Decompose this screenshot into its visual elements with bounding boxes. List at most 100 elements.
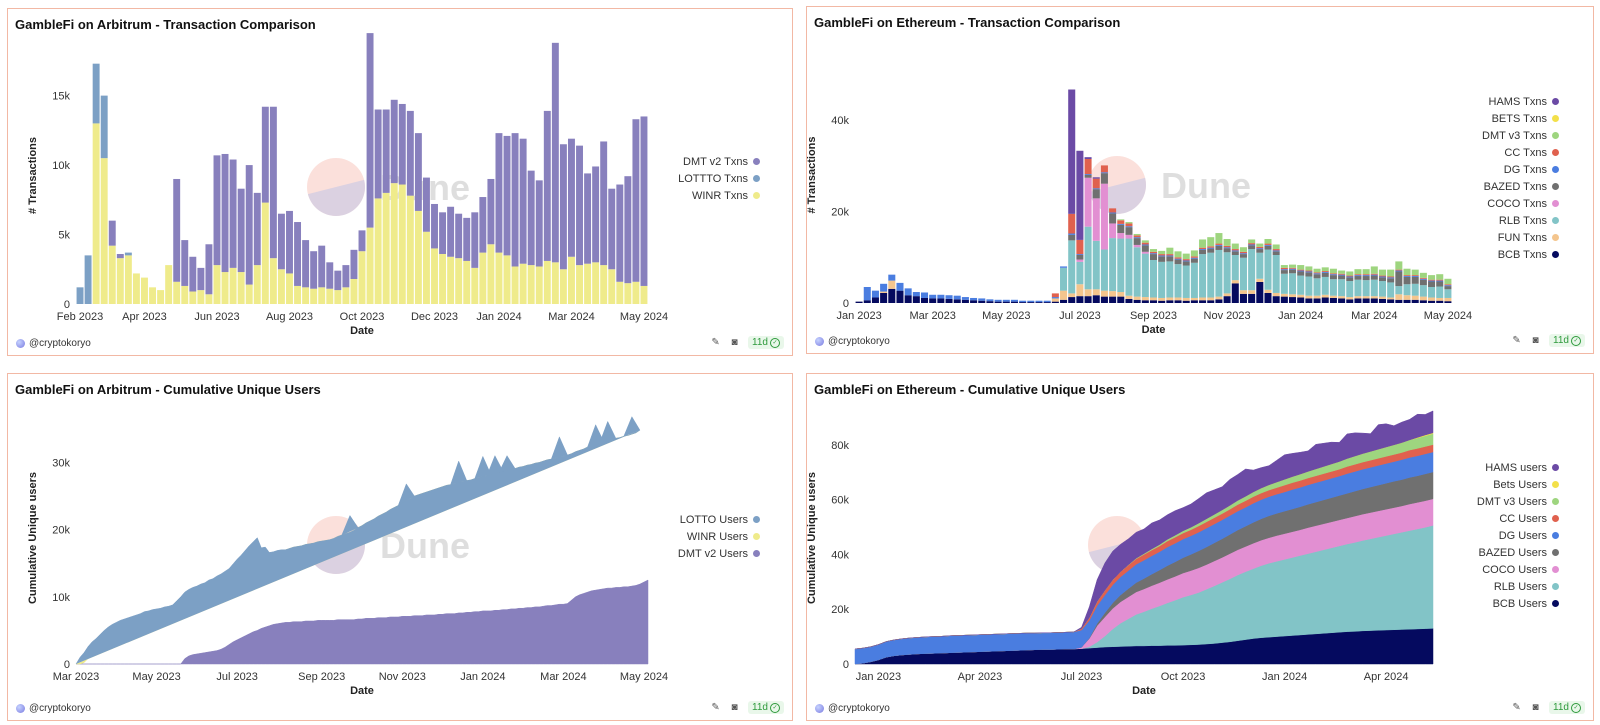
- legend-item[interactable]: WINR Users: [628, 528, 760, 545]
- bar: [1264, 292, 1272, 303]
- bar: [1444, 284, 1452, 286]
- camera-icon[interactable]: ◙: [731, 337, 738, 348]
- author-credit[interactable]: @cryptokoryo: [16, 703, 91, 714]
- legend-item[interactable]: CC Users: [1427, 510, 1559, 527]
- bar: [1125, 238, 1133, 296]
- bar: [1231, 243, 1239, 250]
- bar: [871, 297, 879, 303]
- legend-item[interactable]: BCB Txns: [1427, 246, 1559, 263]
- bar: [535, 180, 543, 267]
- bar: [92, 63, 100, 124]
- bar: [1149, 297, 1158, 301]
- refresh-badge[interactable]: 11d ✓: [1549, 701, 1585, 714]
- author-credit[interactable]: @cryptokoryo: [815, 336, 890, 347]
- bar: [937, 298, 945, 303]
- bar: [302, 240, 310, 288]
- bar: [1199, 300, 1207, 303]
- area-spike: [587, 424, 605, 448]
- legend-item[interactable]: CC Txns: [1427, 144, 1559, 161]
- legend-item[interactable]: RLB Users: [1427, 578, 1559, 595]
- bar: [245, 284, 253, 304]
- bar: [302, 287, 310, 304]
- refresh-badge[interactable]: 11d ✓: [748, 336, 784, 349]
- legend-item[interactable]: Bets Users: [1427, 476, 1559, 493]
- bar: [896, 282, 904, 291]
- legend-item[interactable]: RLB Txns: [1427, 212, 1559, 229]
- bar: [511, 266, 519, 304]
- legend-item[interactable]: BETS Txns: [1427, 110, 1559, 127]
- bar: [1403, 284, 1411, 296]
- bar: [1010, 299, 1018, 302]
- area-spike: [450, 460, 468, 485]
- bar: [1239, 251, 1247, 254]
- legend-item[interactable]: BAZED Txns: [1427, 178, 1559, 195]
- author-credit[interactable]: @cryptokoryo: [815, 703, 890, 714]
- bar: [1125, 223, 1133, 227]
- bar: [1084, 175, 1092, 178]
- bar: [896, 290, 904, 303]
- bar: [1280, 293, 1288, 297]
- area-spike: [498, 455, 516, 473]
- legend-item[interactable]: LOTTTO Txns: [628, 170, 760, 187]
- legend-item[interactable]: LOTTO Users: [628, 511, 760, 528]
- bar: [108, 220, 116, 246]
- x-tick-label: Feb 2023: [57, 311, 103, 323]
- pencil-icon[interactable]: ✎: [711, 337, 720, 348]
- bar: [76, 287, 84, 304]
- bar: [1174, 297, 1182, 301]
- legend-item[interactable]: HAMS Txns: [1427, 93, 1559, 110]
- legend-item[interactable]: DG Txns: [1427, 161, 1559, 178]
- legend-item[interactable]: WINR Txns: [628, 187, 760, 204]
- legend-item[interactable]: DG Users: [1427, 527, 1559, 544]
- bar: [1133, 299, 1141, 303]
- refresh-badge[interactable]: 11d ✓: [1549, 334, 1585, 347]
- bar: [1060, 299, 1068, 303]
- legend-item[interactable]: COCO Txns: [1427, 195, 1559, 212]
- camera-icon[interactable]: ◙: [731, 702, 738, 713]
- bar: [880, 291, 888, 293]
- bar: [1436, 281, 1444, 287]
- bar: [1117, 220, 1125, 224]
- bar: [1419, 279, 1427, 286]
- bar: [277, 213, 285, 270]
- author-credit[interactable]: @cryptokoryo: [16, 338, 91, 349]
- bar: [1166, 254, 1174, 256]
- bar: [1436, 280, 1444, 282]
- bar: [1411, 276, 1419, 284]
- pencil-icon[interactable]: ✎: [1512, 702, 1521, 713]
- bar: [253, 192, 261, 266]
- bar: [1068, 213, 1076, 234]
- legend-item[interactable]: DMT v3 Users: [1427, 493, 1559, 510]
- legend-item[interactable]: COCO Users: [1427, 561, 1559, 578]
- bar: [1313, 272, 1321, 274]
- legend-item[interactable]: DMT v3 Txns: [1427, 127, 1559, 144]
- legend-item[interactable]: DMT v2 Txns: [628, 153, 760, 170]
- bar: [1084, 289, 1092, 297]
- legend-item[interactable]: HAMS users: [1427, 459, 1559, 476]
- avatar: [16, 704, 25, 713]
- pencil-icon[interactable]: ✎: [1512, 335, 1521, 346]
- bar: [888, 288, 896, 303]
- bar: [1280, 265, 1288, 268]
- bar: [1444, 289, 1452, 298]
- chart-legend: HAMS Txns BETS Txns DMT v3 Txns CC Txns DG T…: [1427, 93, 1559, 263]
- legend-item[interactable]: BAZED Users: [1427, 544, 1559, 561]
- legend-item[interactable]: FUN Txns: [1427, 229, 1559, 246]
- camera-icon[interactable]: ◙: [1532, 335, 1539, 346]
- bar: [1231, 255, 1239, 281]
- bar: [616, 184, 624, 282]
- bar: [1076, 259, 1084, 262]
- legend-swatch: [753, 175, 760, 182]
- bar: [1125, 227, 1133, 235]
- bar: [398, 184, 406, 304]
- camera-icon[interactable]: ◙: [1532, 702, 1539, 713]
- legend-label: DMT v2 Users: [677, 547, 748, 560]
- bar: [1068, 234, 1076, 241]
- legend-item[interactable]: DMT v2 Users: [628, 545, 760, 562]
- bar: [1297, 297, 1305, 303]
- bar: [1035, 300, 1043, 303]
- bar: [1370, 274, 1378, 276]
- refresh-badge[interactable]: 11d ✓: [748, 701, 784, 714]
- pencil-icon[interactable]: ✎: [711, 702, 720, 713]
- legend-item[interactable]: BCB Users: [1427, 595, 1559, 612]
